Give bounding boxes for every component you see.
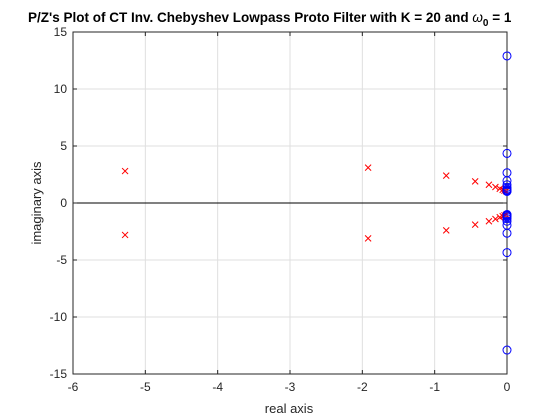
zero-marker (502, 216, 512, 226)
pole-stroke (471, 221, 479, 229)
title-omega: ω (472, 10, 483, 25)
zero-marker (502, 248, 512, 258)
y-axis-label: imaginary axis (29, 161, 44, 245)
pole-stroke (442, 227, 450, 234)
pole-marker (471, 221, 479, 229)
pole-stroke (364, 164, 372, 172)
x-tick-label: -2 (357, 380, 368, 394)
x-tick-label: -4 (212, 380, 223, 394)
chart-title: P/Z's Plot of CT Inv. Chebyshev Lowpass … (28, 10, 512, 29)
pole-marker (485, 217, 493, 225)
y-tick-label: -15 (50, 367, 68, 381)
zero-marker (502, 51, 512, 61)
pole-marker (364, 164, 372, 172)
pole-marker (471, 177, 479, 185)
x-ticks: -6 -5 -4 -3 -2 -1 0 (68, 32, 511, 394)
title-subscript: 0 (483, 18, 489, 29)
zeros-series (502, 51, 512, 355)
pole-marker (442, 172, 450, 179)
pole-stroke (121, 167, 129, 175)
pole-stroke (492, 183, 499, 191)
y-tick-label: -5 (56, 253, 67, 267)
pole-marker (364, 234, 372, 242)
title-prefix: P/Z's Plot of CT Inv. Chebyshev Lowpass … (28, 10, 472, 25)
x-tick-label: -5 (140, 380, 151, 394)
x-tick-label: -1 (429, 380, 440, 394)
y-tick-label: 15 (54, 25, 68, 39)
y-ticks: -15 -10 -5 0 5 10 15 (50, 25, 507, 381)
pole-marker (121, 231, 129, 239)
pole-stroke (471, 177, 479, 185)
pole-marker (492, 183, 499, 191)
title-suffix: = 1 (488, 10, 511, 25)
zero-marker (502, 186, 512, 196)
zero-marker (502, 345, 512, 355)
pole-stroke (485, 217, 493, 225)
pole-marker (442, 227, 450, 234)
y-tick-label: -10 (50, 310, 68, 324)
x-tick-label: -3 (285, 380, 296, 394)
x-axis-label: real axis (265, 401, 314, 416)
zero-marker (502, 210, 512, 220)
pole-stroke (364, 234, 372, 242)
pole-stroke (492, 215, 499, 223)
x-tick-label: -6 (68, 380, 79, 394)
x-tick-label: 0 (504, 380, 511, 394)
pole-stroke (121, 231, 129, 239)
pole-marker (492, 215, 499, 223)
y-tick-label: 5 (60, 139, 67, 153)
pole-stroke (485, 181, 493, 189)
pole-stroke (496, 185, 504, 193)
zero-marker (502, 148, 512, 158)
pole-marker (121, 167, 129, 175)
pole-marker (485, 181, 493, 189)
y-tick-label: 0 (60, 196, 67, 210)
zero-marker (502, 180, 512, 190)
pole-stroke (442, 172, 450, 179)
y-tick-label: 10 (54, 82, 68, 96)
